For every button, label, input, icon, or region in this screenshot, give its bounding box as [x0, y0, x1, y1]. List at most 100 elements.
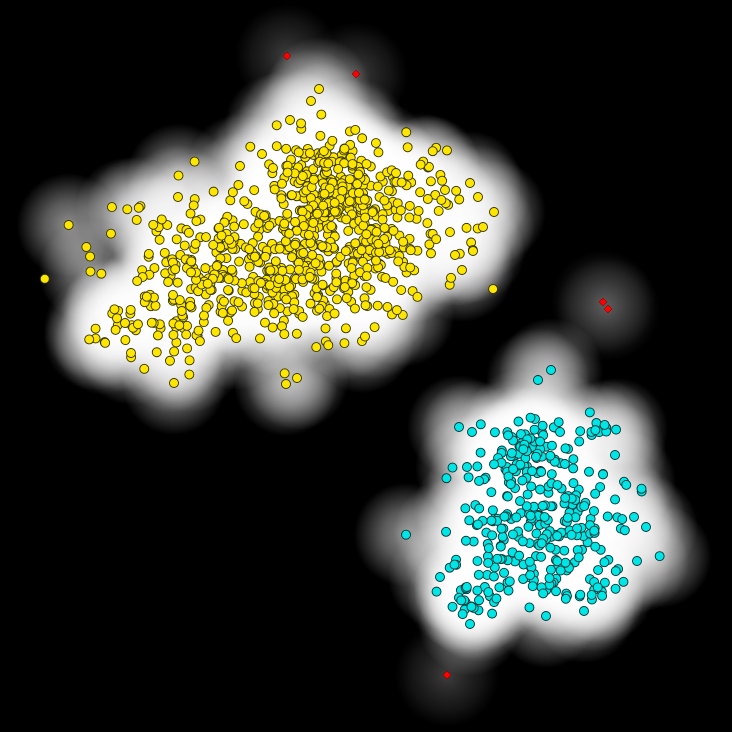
data-point	[186, 256, 197, 267]
data-point	[553, 417, 564, 428]
data-point	[401, 529, 411, 540]
outlier-point	[351, 69, 361, 79]
data-point	[560, 557, 571, 568]
data-point	[224, 234, 235, 245]
data-point	[629, 512, 639, 522]
data-point	[384, 245, 395, 256]
data-point	[165, 355, 175, 366]
data-point	[589, 506, 599, 516]
data-point	[361, 229, 372, 240]
data-point	[340, 246, 351, 257]
data-point	[170, 264, 181, 275]
outlier-point	[603, 304, 613, 314]
data-point	[311, 342, 322, 353]
data-point	[531, 528, 542, 539]
data-point	[106, 228, 116, 239]
data-point	[370, 138, 381, 148]
data-point	[393, 256, 404, 267]
data-point	[139, 363, 150, 374]
data-point	[143, 248, 154, 259]
data-point	[412, 291, 423, 302]
data-point	[472, 556, 483, 566]
data-point	[319, 188, 330, 199]
data-point	[525, 412, 536, 423]
data-point	[573, 552, 584, 563]
data-point	[413, 206, 424, 216]
data-point	[404, 212, 415, 223]
data-point	[350, 303, 360, 314]
data-point	[226, 264, 237, 275]
data-point	[260, 251, 271, 262]
data-point	[297, 206, 308, 217]
data-point	[468, 246, 478, 256]
data-point	[445, 227, 455, 238]
data-point	[463, 472, 474, 483]
data-point	[141, 291, 152, 302]
data-point	[329, 197, 340, 208]
data-point	[244, 261, 255, 272]
data-point	[483, 543, 494, 554]
data-point	[551, 586, 561, 597]
data-point	[330, 206, 340, 217]
data-point	[488, 571, 499, 582]
data-point	[467, 427, 477, 437]
data-point	[372, 300, 383, 311]
data-point	[168, 290, 178, 300]
data-point	[219, 296, 229, 307]
data-point	[298, 248, 309, 258]
data-point	[575, 426, 586, 437]
data-point	[517, 475, 528, 486]
data-point	[208, 239, 219, 250]
data-point	[200, 263, 211, 274]
data-point	[331, 268, 342, 279]
data-point	[619, 525, 630, 536]
data-point	[450, 250, 460, 260]
data-point	[172, 277, 183, 288]
data-point	[234, 256, 245, 267]
data-point	[440, 185, 450, 195]
data-point	[611, 424, 622, 435]
data-point	[132, 276, 143, 287]
data-point	[404, 200, 415, 211]
data-point	[610, 583, 621, 594]
data-point	[168, 329, 179, 340]
data-point	[257, 149, 267, 159]
data-point	[464, 515, 475, 526]
data-point	[525, 510, 536, 521]
data-point	[271, 141, 282, 152]
data-point	[344, 196, 355, 207]
data-point	[310, 258, 321, 269]
data-point	[306, 96, 316, 106]
data-point	[174, 320, 185, 331]
data-point	[442, 145, 452, 156]
data-point	[193, 325, 204, 336]
data-point	[538, 588, 549, 599]
data-point	[307, 249, 318, 260]
data-point	[323, 158, 334, 169]
data-point	[341, 214, 352, 225]
data-point	[201, 232, 211, 243]
data-point	[154, 234, 165, 245]
data-point	[489, 207, 499, 217]
data-point	[253, 218, 264, 229]
data-point	[472, 519, 483, 530]
data-point	[515, 429, 526, 440]
data-point	[347, 159, 358, 169]
data-point	[339, 143, 350, 154]
data-point	[489, 459, 499, 470]
data-point	[339, 338, 350, 349]
data-point	[182, 343, 193, 354]
data-point	[546, 365, 556, 375]
data-point	[568, 463, 579, 474]
data-point	[81, 242, 92, 252]
data-point	[125, 304, 136, 315]
data-point	[190, 238, 201, 249]
data-point	[415, 159, 426, 170]
data-point	[361, 159, 372, 169]
data-point	[465, 178, 475, 188]
data-point	[317, 241, 328, 252]
data-point	[297, 311, 308, 322]
data-point	[499, 511, 510, 522]
data-point	[547, 440, 557, 451]
data-point	[312, 208, 323, 219]
